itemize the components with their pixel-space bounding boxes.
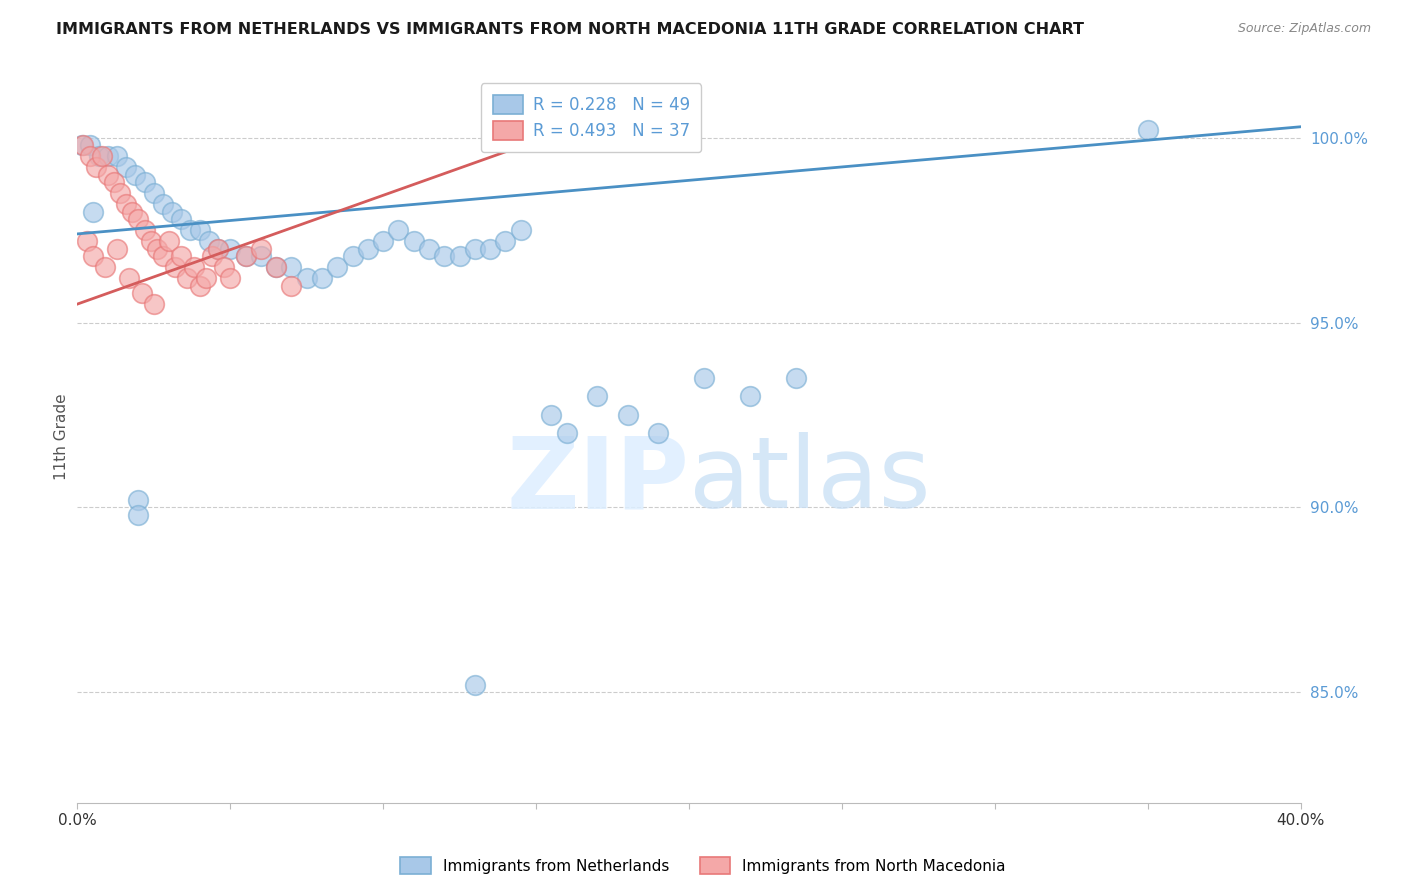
Point: [82, 249, 104, 263]
Point: [219, 242, 242, 256]
Point: [464, 242, 486, 256]
Point: [326, 260, 349, 274]
Point: [176, 271, 198, 285]
Point: [139, 235, 162, 249]
Point: [72, 138, 94, 153]
Text: ZIP: ZIP: [506, 433, 689, 530]
Point: [160, 204, 183, 219]
Point: [250, 249, 273, 263]
Point: [131, 285, 153, 300]
Point: [97, 168, 120, 182]
Point: [449, 249, 471, 263]
Point: [198, 235, 221, 249]
Point: [188, 223, 211, 237]
Point: [495, 235, 517, 249]
Point: [142, 297, 165, 311]
Point: [311, 271, 333, 285]
Point: [264, 260, 287, 274]
Point: [540, 123, 562, 137]
Point: [170, 249, 193, 263]
Point: [115, 197, 138, 211]
Point: [108, 186, 131, 201]
Y-axis label: 11th Grade: 11th Grade: [53, 393, 69, 481]
Point: [142, 186, 165, 201]
Legend: Immigrants from Netherlands, Immigrants from North Macedonia: Immigrants from Netherlands, Immigrants …: [394, 851, 1012, 880]
Point: [79, 138, 101, 153]
Point: [785, 371, 807, 385]
Point: [179, 223, 201, 237]
Point: [157, 235, 180, 249]
Point: [264, 260, 287, 274]
Point: [418, 242, 440, 256]
Point: [183, 260, 205, 274]
Point: [693, 371, 716, 385]
Point: [118, 271, 141, 285]
Point: [87, 149, 110, 163]
Point: [207, 242, 229, 256]
Point: [402, 235, 425, 249]
Legend: R = 0.228   N = 49, R = 0.493   N = 37: R = 0.228 N = 49, R = 0.493 N = 37: [481, 83, 702, 152]
Point: [555, 426, 578, 441]
Point: [194, 271, 217, 285]
Point: [740, 389, 762, 403]
Point: [295, 271, 318, 285]
Point: [124, 168, 146, 182]
Point: [152, 249, 174, 263]
Point: [70, 138, 93, 153]
Point: [94, 260, 117, 274]
Point: [371, 235, 394, 249]
Point: [115, 161, 138, 175]
Point: [128, 508, 150, 522]
Point: [76, 235, 98, 249]
Point: [134, 223, 156, 237]
Point: [90, 149, 112, 163]
Point: [387, 223, 409, 237]
Point: [357, 242, 380, 256]
Point: [103, 175, 125, 189]
Point: [84, 161, 107, 175]
Point: [152, 197, 174, 211]
Point: [165, 260, 187, 274]
Point: [170, 212, 193, 227]
Point: [207, 242, 229, 256]
Point: [617, 408, 640, 422]
Point: [250, 242, 273, 256]
Point: [134, 175, 156, 189]
Point: [105, 149, 128, 163]
Point: [433, 249, 456, 263]
Point: [586, 389, 609, 403]
Point: [97, 149, 120, 163]
Text: Source: ZipAtlas.com: Source: ZipAtlas.com: [1237, 22, 1371, 36]
Point: [342, 249, 364, 263]
Point: [479, 242, 502, 256]
Point: [128, 212, 150, 227]
Point: [105, 242, 128, 256]
Point: [121, 204, 143, 219]
Point: [1136, 123, 1159, 137]
Point: [280, 278, 302, 293]
Point: [235, 249, 257, 263]
Text: atlas: atlas: [689, 433, 931, 530]
Point: [280, 260, 302, 274]
Point: [188, 278, 211, 293]
Point: [647, 426, 669, 441]
Point: [212, 260, 235, 274]
Point: [235, 249, 257, 263]
Point: [219, 271, 242, 285]
Point: [464, 677, 486, 691]
Point: [82, 204, 104, 219]
Point: [146, 242, 169, 256]
Point: [509, 223, 531, 237]
Point: [79, 149, 101, 163]
Point: [201, 249, 224, 263]
Point: [128, 492, 150, 507]
Point: [540, 408, 562, 422]
Text: IMMIGRANTS FROM NETHERLANDS VS IMMIGRANTS FROM NORTH MACEDONIA 11TH GRADE CORREL: IMMIGRANTS FROM NETHERLANDS VS IMMIGRANT…: [56, 22, 1084, 37]
